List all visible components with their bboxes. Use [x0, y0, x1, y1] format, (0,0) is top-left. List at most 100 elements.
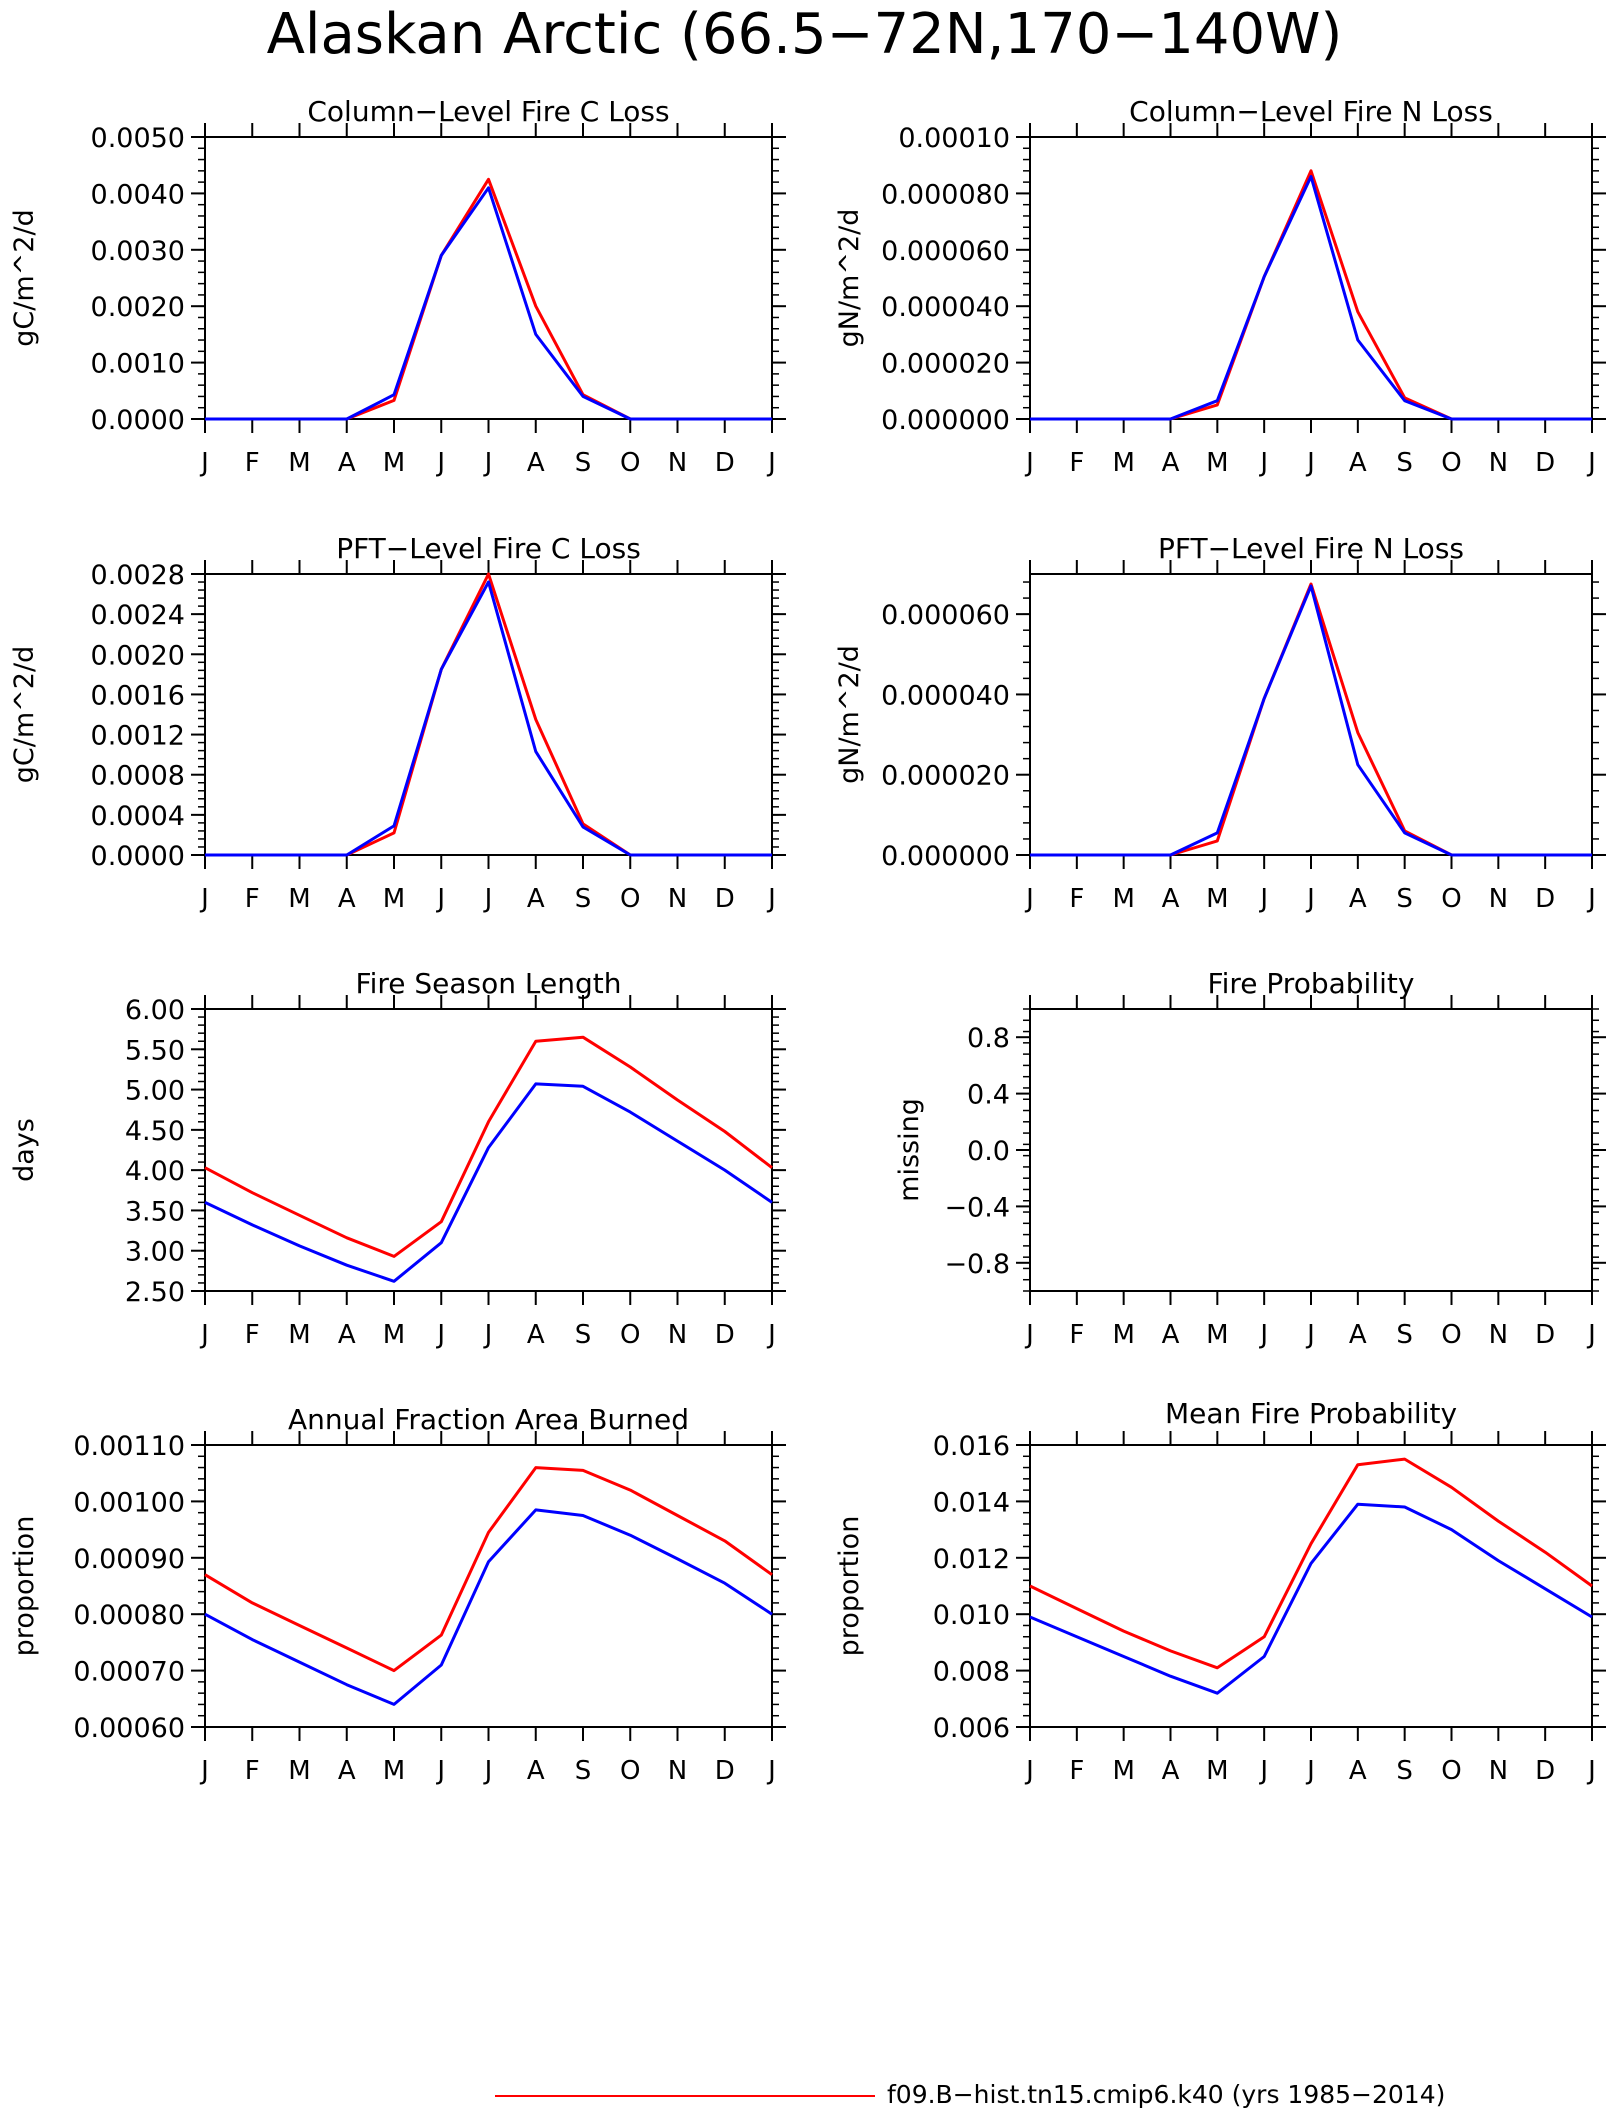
x-tick-label: J	[199, 1756, 209, 1786]
x-tick-label: J	[1024, 1320, 1034, 1350]
y-tick-label: 0.0024	[91, 600, 185, 631]
x-tick-label: N	[668, 1320, 687, 1350]
y-tick-label: 0.006	[933, 1713, 1010, 1744]
x-tick-label: M	[288, 448, 310, 478]
x-tick-label: S	[575, 1756, 592, 1786]
series-line-red	[1030, 169, 1592, 421]
y-tick-label: 0.0030	[91, 236, 185, 267]
y-tick-label: 0.008	[933, 1657, 1010, 1688]
series-line-red	[205, 177, 772, 421]
y-tick-label: 2.50	[125, 1277, 185, 1308]
x-tick-label: J	[483, 1756, 493, 1786]
x-tick-label: A	[1349, 1756, 1367, 1786]
series-line-blue	[205, 580, 772, 857]
x-tick-label: M	[288, 884, 310, 914]
x-tick-label: J	[483, 448, 493, 478]
x-tick-label: F	[245, 884, 260, 914]
y-tick-label: 0.000080	[881, 179, 1010, 210]
x-tick-label: J	[1305, 1320, 1315, 1350]
y-tick-label: 0.00080	[73, 1600, 185, 1631]
plot-frame	[1029, 1444, 1593, 1728]
plot-frame	[204, 573, 773, 856]
x-tick-label: F	[1069, 1756, 1084, 1786]
x-tick-label: F	[1069, 884, 1084, 914]
legend: f09.B−hist.tn15.cmip6.k40 (yrs 1985−2014…	[495, 2080, 1495, 2112]
y-axis-label: missing	[894, 1098, 925, 1202]
x-tick-label: J	[1024, 884, 1034, 914]
x-tick-label: J	[1258, 448, 1268, 478]
chart-title: PFT−Level Fire N Loss	[1158, 532, 1464, 565]
y-tick-label: 0.00100	[73, 1487, 185, 1518]
y-tick-label: 0.000020	[881, 349, 1010, 380]
y-axis-label: gC/m^2/d	[9, 646, 40, 783]
chart-fire-season-length: J F M A M J J A S O N D J 2.50 3.00 3.50 4.00 4.50 5.00 5.5…	[0, 959, 786, 1371]
x-tick-label: D	[715, 1320, 735, 1350]
y-tick-label: 5.50	[125, 1035, 185, 1066]
x-tick-label: D	[715, 1756, 735, 1786]
y-tick-label: 0.0020	[91, 292, 185, 323]
x-tick-label: M	[1112, 884, 1134, 914]
x-tick-label: J	[483, 1320, 493, 1350]
x-tick-label: J	[766, 1756, 776, 1786]
series-line-red	[205, 572, 772, 857]
x-tick-label: D	[1535, 448, 1555, 478]
x-tick-label: O	[1441, 448, 1461, 478]
y-tick-label: 3.50	[125, 1196, 185, 1227]
x-tick-label: F	[245, 448, 260, 478]
y-axis-label: gN/m^2/d	[834, 209, 865, 348]
y-tick-label: 5.00	[125, 1076, 185, 1107]
x-tick-label: F	[245, 1320, 260, 1350]
x-tick-label: M	[288, 1756, 310, 1786]
legend-line-swatch	[495, 2095, 875, 2097]
x-tick-label: J	[435, 1320, 445, 1350]
x-tick-label: N	[1489, 448, 1508, 478]
series-line-blue	[205, 186, 772, 421]
y-tick-label: 3.00	[125, 1237, 185, 1268]
legend-label: f09.B−hist.tn15.cmip6.k40 (yrs 1985−2014…	[887, 2080, 1446, 2109]
y-tick-label: 0.016	[933, 1431, 1010, 1462]
y-axis-label: proportion	[834, 1516, 865, 1657]
y-tick-label: 0.000020	[881, 761, 1010, 792]
chart-fire-probability: J F M A M J J A S O N D J −0.8 −0.4 0.0 0.4 0.8 missing Fir…	[825, 959, 1606, 1371]
x-tick-label: M	[383, 1320, 405, 1350]
series-line-blue	[1030, 584, 1592, 857]
y-tick-label: 0.0028	[91, 560, 185, 591]
chart-column-fire-c-loss: J F M A M J J A S O N D J 0.0000 0.0010 0.0020 0.0030 0.0…	[0, 87, 786, 499]
y-axis-label: gC/m^2/d	[9, 209, 40, 346]
y-tick-label: 0.000060	[881, 236, 1010, 267]
x-tick-label: J	[766, 1320, 776, 1350]
x-tick-label: O	[1441, 1756, 1461, 1786]
x-tick-label: M	[1206, 884, 1228, 914]
chart-title: Fire Season Length	[356, 967, 622, 1000]
x-tick-label: J	[1024, 1756, 1034, 1786]
series-line-red	[1030, 582, 1592, 857]
x-tick-label: J	[1305, 448, 1315, 478]
y-tick-label: 0.00070	[73, 1657, 185, 1688]
x-tick-label: J	[1258, 884, 1268, 914]
x-tick-label: N	[1489, 1756, 1508, 1786]
x-tick-label: M	[1112, 448, 1134, 478]
x-tick-label: N	[668, 884, 687, 914]
x-tick-label: O	[620, 884, 640, 914]
x-tick-label: J	[1305, 1756, 1315, 1786]
series-line-red	[204, 1035, 773, 1258]
series-line-red	[204, 1466, 773, 1673]
y-tick-label: 0.0008	[91, 761, 185, 792]
x-tick-label: M	[1206, 1320, 1228, 1350]
x-tick-label: J	[1305, 884, 1315, 914]
chart-column-fire-n-loss: J F M A M J J A S O N D J 0.000000 0.000020 0.000040 0.0…	[825, 87, 1606, 499]
y-tick-label: 0.014	[933, 1487, 1010, 1518]
y-tick-label: 0.4	[967, 1080, 1010, 1111]
y-tick-label: 0.0000	[91, 405, 185, 436]
y-tick-label: 0.000000	[881, 405, 1010, 436]
chart-title: Mean Fire Probability	[1165, 1397, 1457, 1430]
y-axis-label: proportion	[9, 1516, 40, 1657]
chart-title: Annual Fraction Area Burned	[288, 1403, 689, 1436]
x-tick-label: O	[620, 1320, 640, 1350]
y-tick-label: 0.0020	[91, 640, 185, 671]
plot-frame	[204, 1444, 773, 1728]
chart-title: Column−Level Fire C Loss	[307, 95, 669, 128]
x-tick-label: J	[1024, 448, 1034, 478]
y-tick-label: 0.0000	[91, 841, 185, 872]
y-tick-label: 0.000040	[881, 680, 1010, 711]
